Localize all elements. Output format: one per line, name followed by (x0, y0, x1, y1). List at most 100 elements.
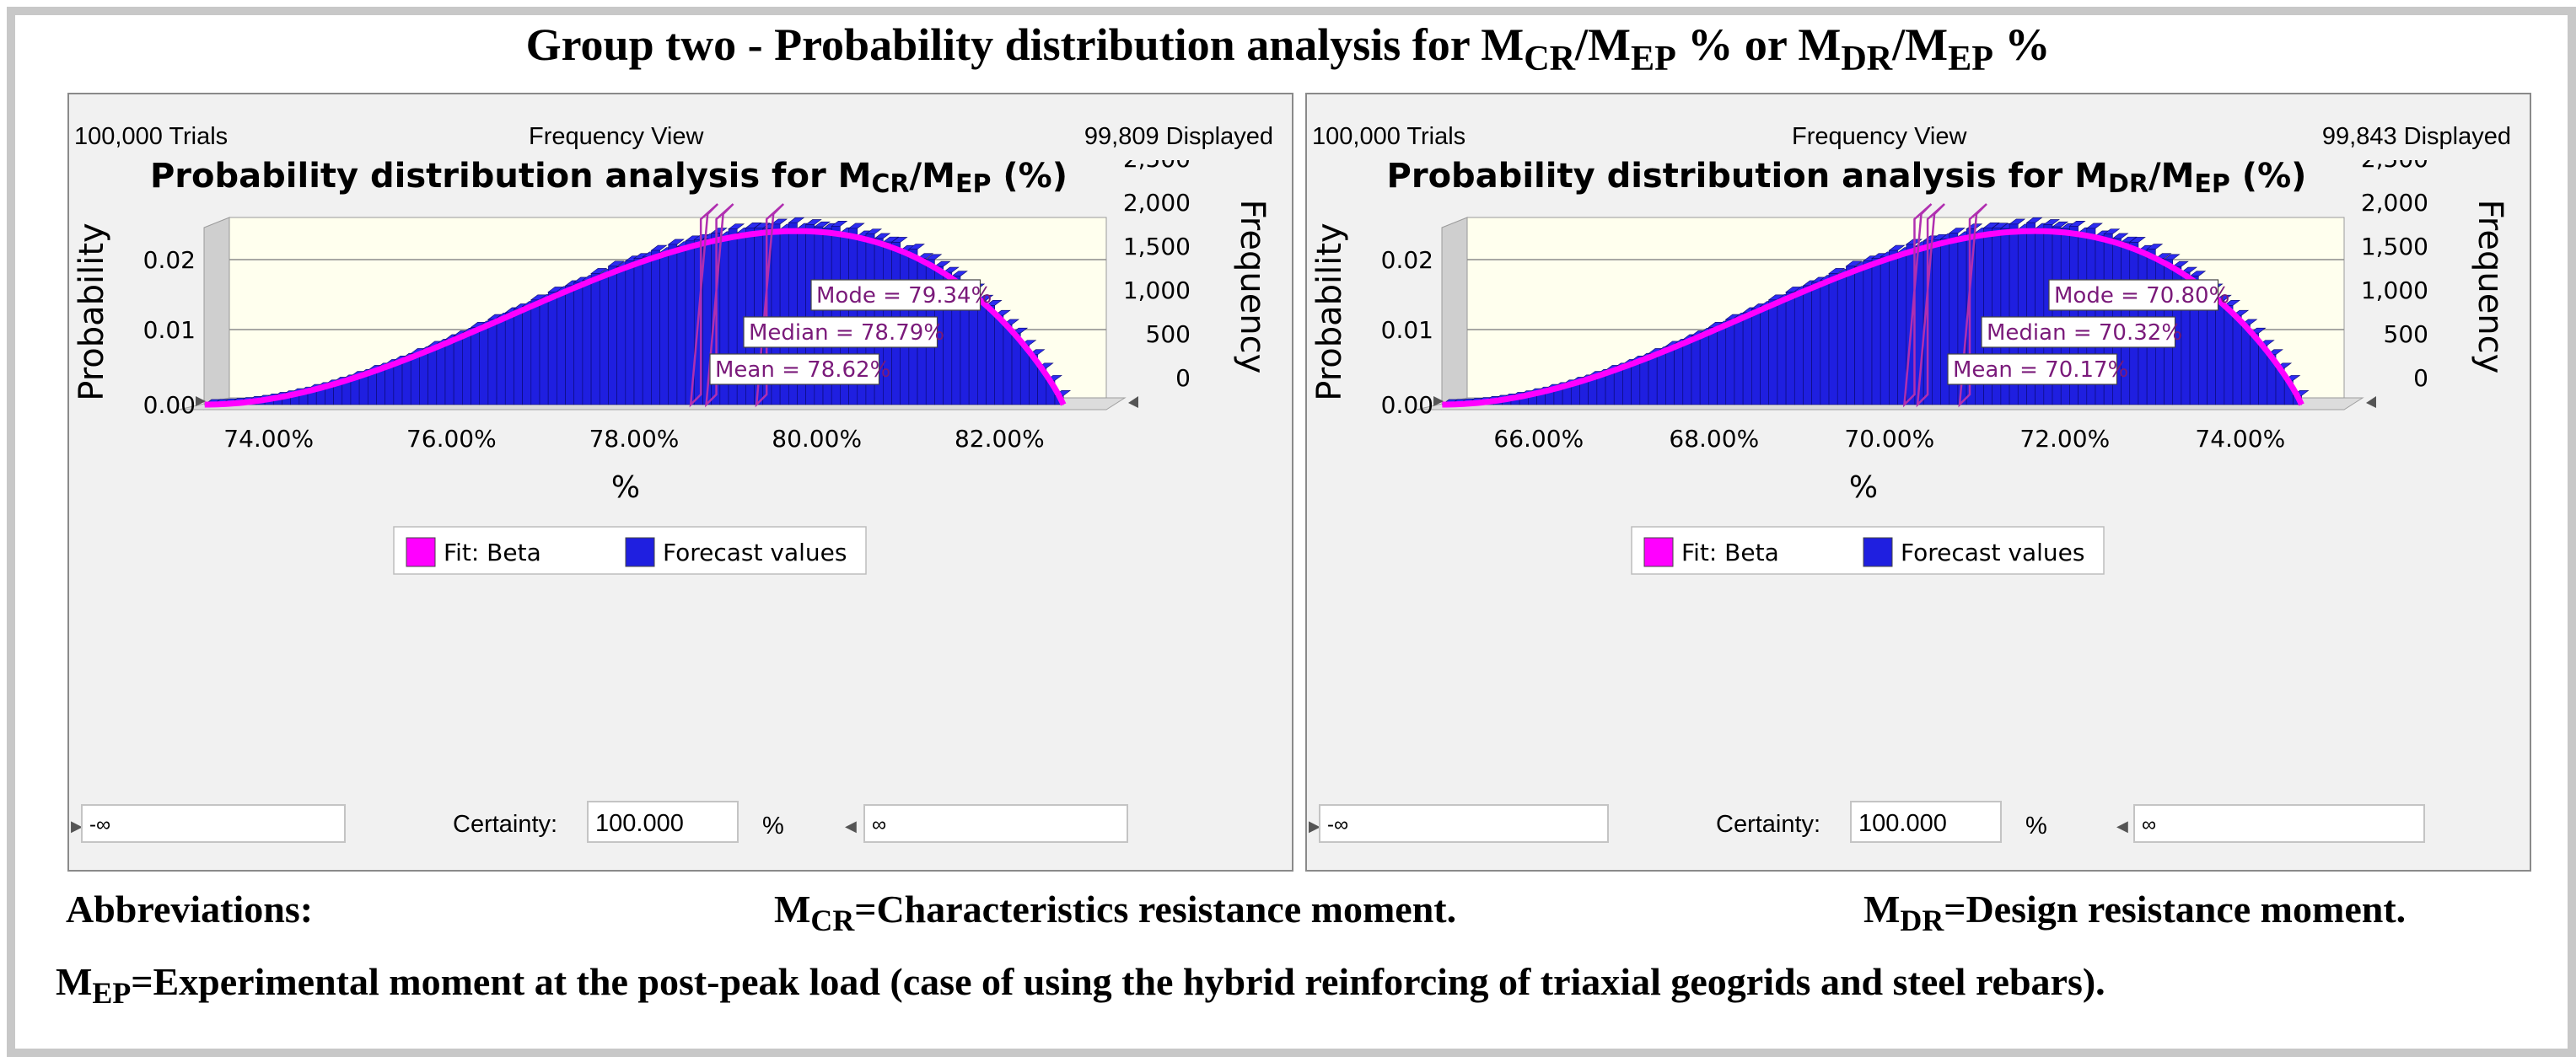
histogram-bar (557, 291, 566, 405)
y2-tick-label: 2,000 (2361, 189, 2428, 217)
histogram-bar (1682, 339, 1692, 405)
statistic-marker-line (1916, 203, 1945, 408)
histogram-bar (385, 364, 395, 405)
chart-title: Probability distribution analysis for MC… (150, 160, 1068, 199)
histogram-bar (504, 312, 514, 405)
y2-tick-label: 500 (2384, 320, 2428, 348)
statistic-label-box (709, 353, 880, 385)
histogram-bar (1003, 324, 1013, 405)
y2-axis-label: Frequency (2471, 200, 2509, 374)
x-tick-label: 76.00% (406, 425, 497, 453)
statistic-label: Mean = 70.17% (1953, 357, 2128, 383)
fit-beta-line (1442, 228, 2304, 408)
statistic-label: Median = 70.32% (1987, 320, 2182, 346)
histogram-bar (1777, 299, 1787, 405)
histogram-bar (977, 299, 987, 405)
histogram-bar (1863, 260, 1873, 405)
upper-bound-input[interactable]: ∞ (863, 804, 1128, 843)
histogram-bar (2240, 324, 2251, 405)
histogram-bar (376, 368, 385, 405)
histogram-bar (994, 314, 1004, 405)
statistic-label-box (2048, 279, 2219, 311)
upper-grabber-icon[interactable]: ◀ (845, 818, 857, 834)
histogram-bar (651, 249, 660, 405)
certainty-input[interactable]: 100.000 (587, 801, 739, 843)
lower-bound-input[interactable]: -∞ (1319, 804, 1609, 843)
x-tick-label: 66.00% (1493, 425, 1584, 453)
histogram-bar (522, 306, 532, 405)
histogram-bar (514, 309, 523, 405)
chart-title: Probability distribution analysis for MD… (1387, 160, 2307, 199)
x-tick-label: 74.00% (2195, 425, 2285, 453)
statistic-marker-line (755, 203, 785, 408)
view-mode[interactable]: Frequency View (1792, 123, 1967, 150)
histogram-bar (479, 325, 489, 405)
mcr-definition: MCR=Characteristics resistance moment. (774, 888, 1457, 938)
y-tick-label: 0.00 (143, 391, 196, 419)
lower-bound-input[interactable]: -∞ (81, 804, 346, 843)
histogram-bar (2224, 305, 2234, 405)
histogram-bar (625, 260, 635, 405)
x-tick-label: 80.00% (772, 425, 862, 453)
histogram-bar (1648, 353, 1658, 405)
histogram-bar (1665, 346, 1675, 405)
histogram-bar (462, 332, 471, 405)
histogram-bar (1631, 361, 1641, 405)
x-tick-label: 78.00% (589, 425, 680, 453)
legend: Fit: Beta Forecast values (393, 526, 867, 575)
histogram-bar (401, 357, 411, 405)
x-tick-label: 74.00% (223, 425, 314, 453)
histogram-bar (1768, 299, 1778, 405)
y2-tick-label: 500 (1146, 320, 1191, 348)
certainty-unit: % (2025, 813, 2047, 840)
upper-bound-input[interactable]: ∞ (2133, 804, 2425, 843)
legend-swatch-forecast (625, 537, 655, 567)
certainty-label: Certainty: (453, 811, 558, 838)
y-tick-label: 0.01 (1381, 316, 1433, 344)
x-tick-label: 72.00% (2019, 425, 2110, 453)
histogram-bar (659, 252, 670, 405)
histogram-bar (547, 292, 557, 405)
certainty-input[interactable]: 100.000 (1850, 801, 2002, 843)
displayed-count: 99,843 Displayed (2321, 123, 2511, 150)
view-mode[interactable]: Frequency View (529, 123, 704, 150)
histogram-bar (1708, 327, 1718, 405)
lower-grabber-icon[interactable]: ▶ (71, 818, 83, 834)
y-axis-label: Probability (1310, 223, 1349, 400)
legend-swatch-forecast (1863, 537, 1893, 567)
histogram-bar (419, 351, 428, 405)
trials-count: 100,000 Trials (1312, 123, 1466, 150)
certainty-label: Certainty: (1716, 811, 1821, 838)
forecast-panel-mcr: 100,000 Trials Frequency View 99,809 Dis… (67, 93, 1293, 872)
statistic-marker-line (1958, 203, 1987, 408)
histogram-bar (1760, 306, 1769, 405)
histogram-bar (668, 244, 678, 405)
y2-tick-label: 0 (2413, 364, 2428, 392)
lower-grabber-icon[interactable]: ▶ (1309, 818, 1320, 834)
histogram-bar (1656, 351, 1666, 405)
histogram-bar (1699, 332, 1709, 405)
histogram-bar (1803, 285, 1812, 405)
axis-grabber-icon (1433, 396, 1444, 406)
statistic-label: Mean = 78.62% (715, 357, 890, 383)
histogram-bar (1880, 256, 1890, 405)
y-tick-label: 0.02 (143, 246, 196, 274)
axis-grabber-icon (2366, 396, 2376, 408)
y2-tick-label: 2,500 (1123, 160, 1191, 173)
statistic-label-box (743, 316, 938, 348)
y-tick-label: 0.01 (143, 316, 196, 344)
upper-grabber-icon[interactable]: ◀ (2116, 818, 2128, 834)
statistic-label-box (810, 279, 981, 311)
y-tick-label: 0.02 (1381, 246, 1433, 274)
histogram-bar (2215, 299, 2225, 405)
forecast-panel-mdr: 100,000 Trials Frequency View 99,843 Dis… (1305, 93, 2531, 872)
y2-tick-label: 2,000 (1123, 189, 1191, 217)
y2-tick-label: 1,000 (1123, 276, 1191, 304)
x-tick-label: 70.00% (1844, 425, 1934, 453)
statistic-label: Median = 78.79% (749, 320, 944, 346)
side-wall (203, 217, 230, 410)
histogram-bar (1897, 252, 1907, 405)
figure-title: Group two - Probability distribution ana… (525, 19, 2051, 78)
histogram-bar (633, 258, 643, 405)
y2-tick-label: 0 (1175, 364, 1191, 392)
